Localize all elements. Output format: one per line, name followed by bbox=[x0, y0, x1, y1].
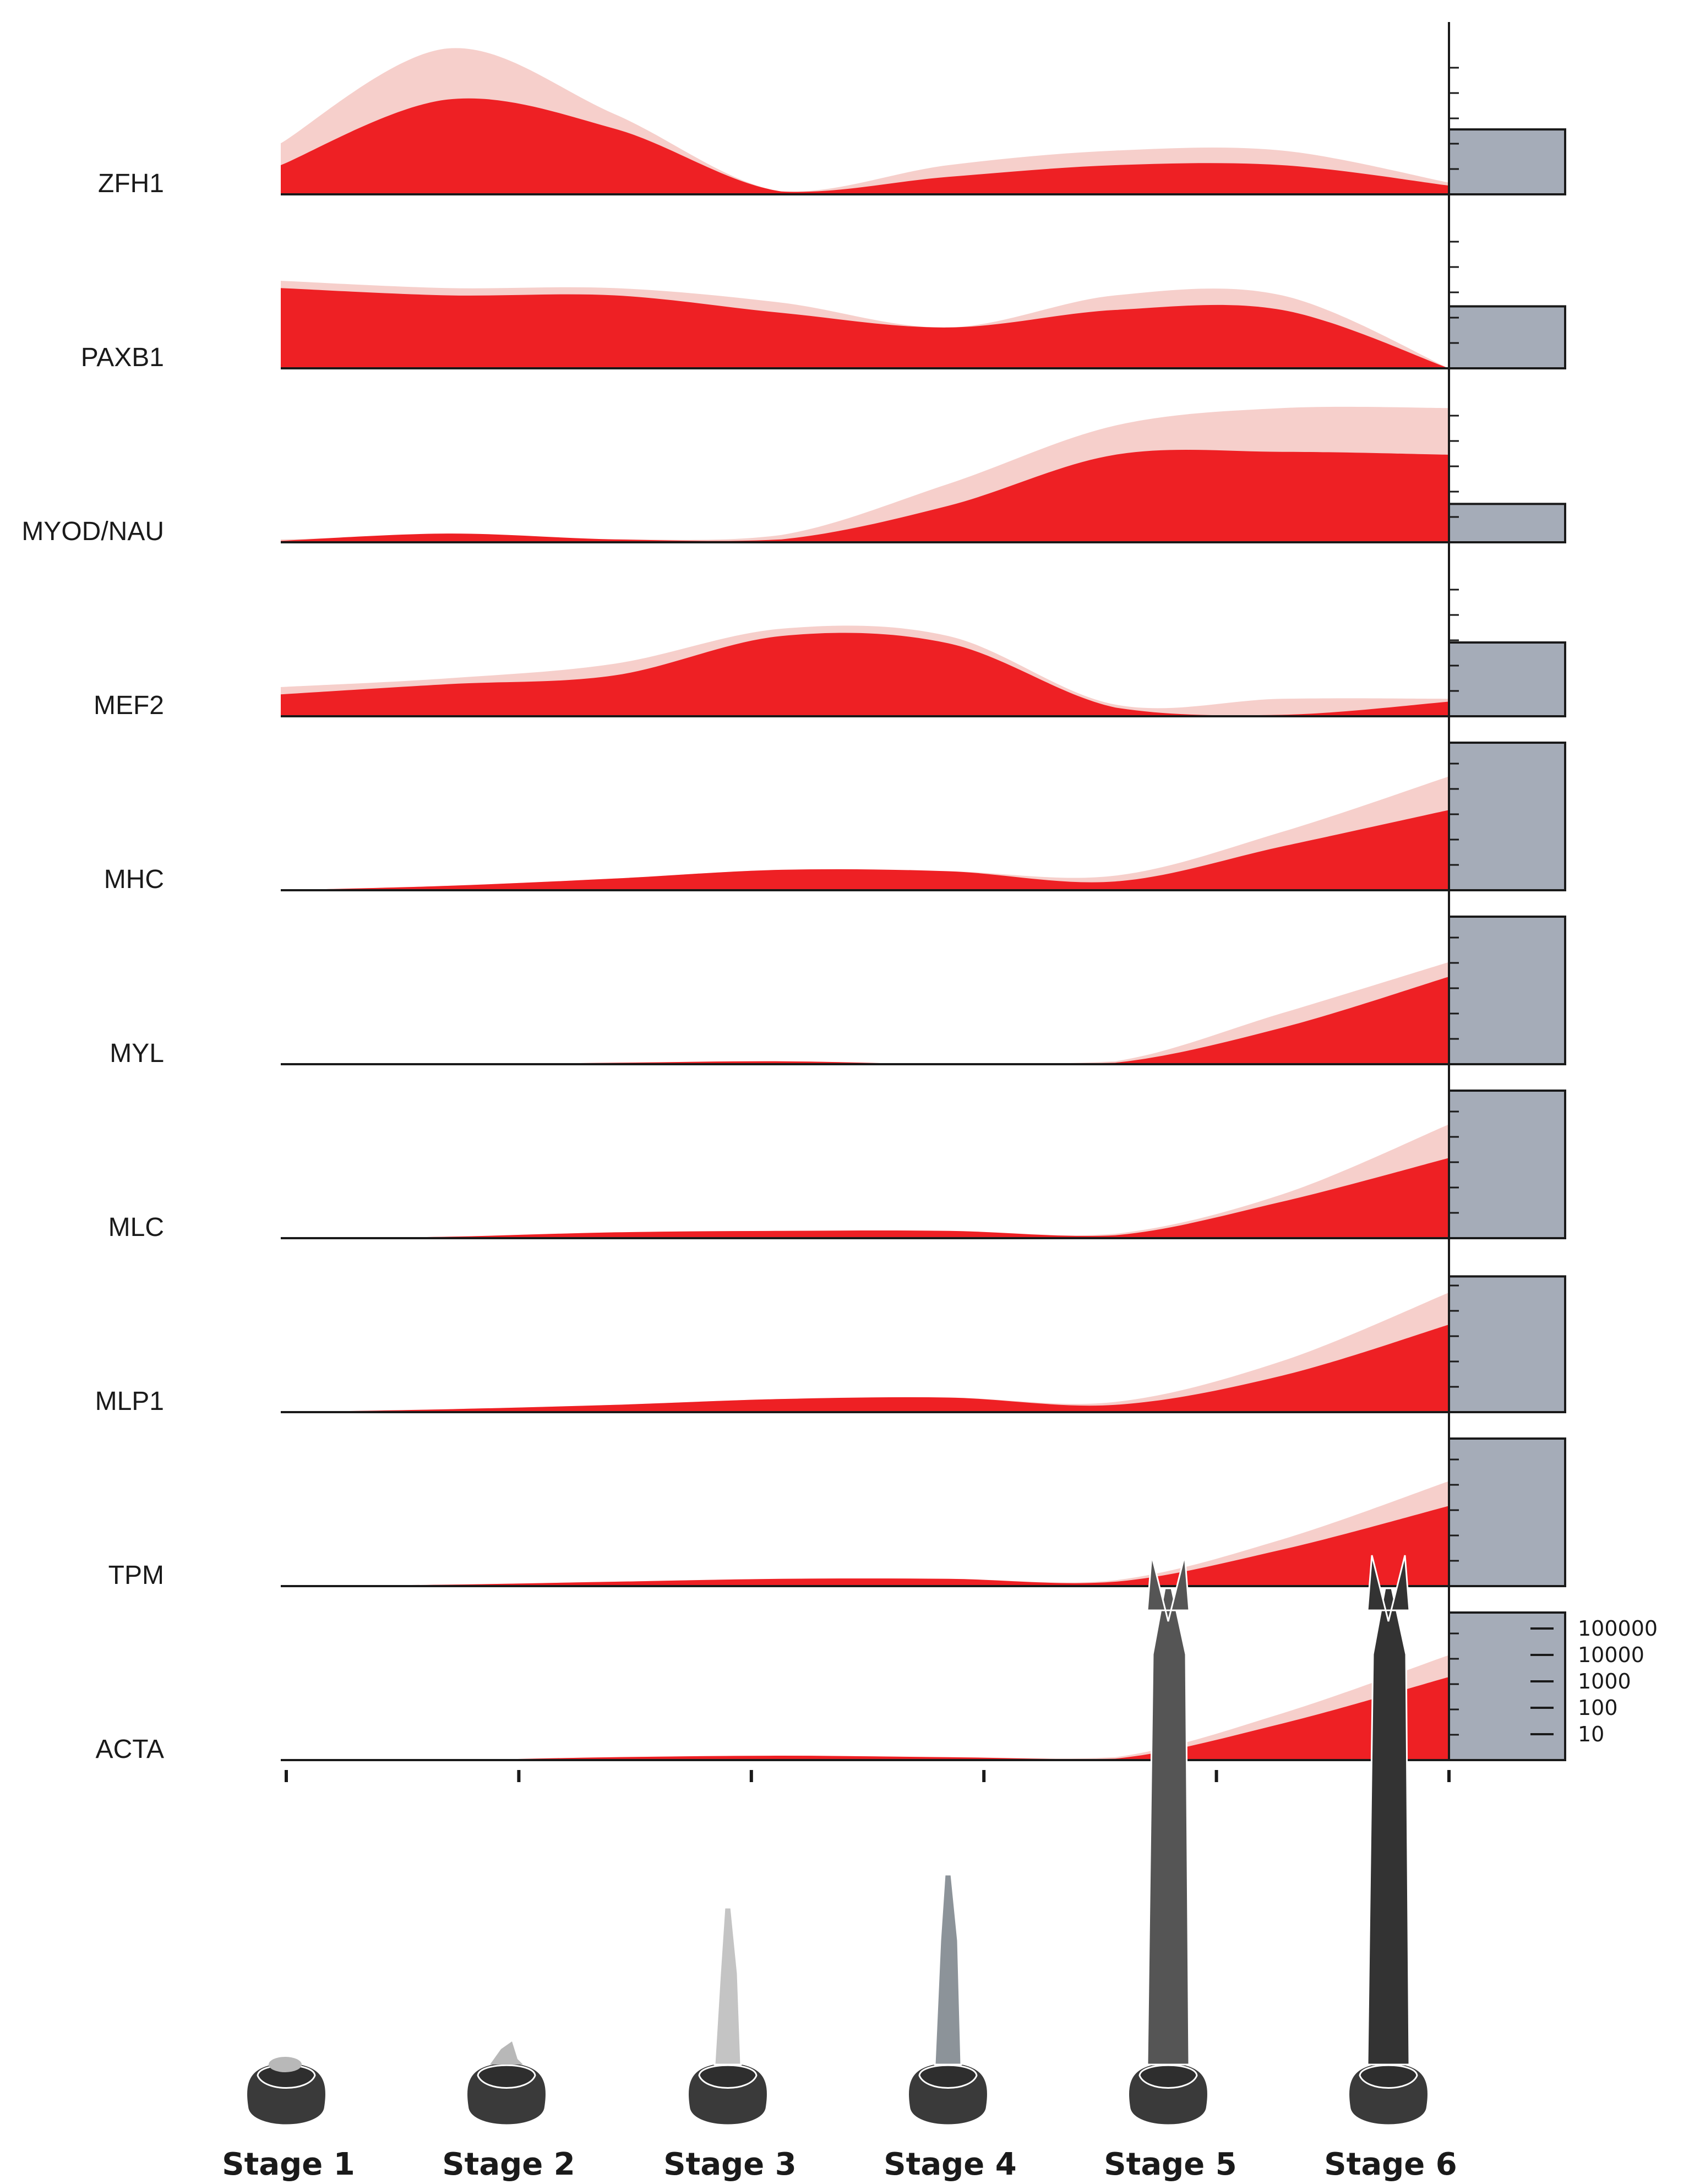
gene-row: MLP1 bbox=[95, 1275, 1566, 1416]
chart-axes bbox=[285, 22, 1451, 1782]
stage-label: Stage 1 bbox=[222, 2147, 355, 2182]
scale-label: 100 bbox=[1578, 1696, 1618, 1720]
gene-row: MEF2 bbox=[94, 589, 1566, 720]
gene-row: MLC bbox=[108, 1090, 1566, 1242]
gene-label: ACTA bbox=[96, 1735, 164, 1764]
gene-row: ACTA bbox=[96, 1611, 1566, 1764]
gene-label: MHC bbox=[104, 865, 164, 894]
limb-bud bbox=[269, 2057, 302, 2072]
limb-shaft bbox=[1366, 1587, 1410, 2066]
gene-row: ZFH1 bbox=[98, 48, 1566, 198]
limb-segment bbox=[477, 2064, 536, 2089]
gene-row: PAXB1 bbox=[81, 241, 1566, 372]
gene-label: MLC bbox=[108, 1213, 164, 1242]
stage-label: Stage 5 bbox=[1104, 2147, 1236, 2182]
stage-illustration: Stage 5 bbox=[1104, 1555, 1237, 2182]
limb-segment bbox=[698, 2064, 758, 2089]
stage-label: Stage 2 bbox=[442, 2147, 575, 2182]
expression-bar bbox=[1448, 503, 1566, 544]
expression-area-dark bbox=[281, 1325, 1449, 1412]
limb-segment bbox=[918, 2064, 978, 2089]
stage-illustration: Stage 1 bbox=[222, 2057, 355, 2182]
expression-area-dark bbox=[281, 977, 1449, 1064]
expression-bar bbox=[1448, 1437, 1566, 1587]
gene-label: MYOD/NAU bbox=[21, 517, 164, 546]
expression-area-dark bbox=[281, 810, 1449, 890]
gene-label: TPM bbox=[108, 1561, 164, 1590]
expression-bar bbox=[1448, 128, 1566, 195]
limb-shaft bbox=[934, 1873, 962, 2066]
gene-label: PAXB1 bbox=[81, 343, 164, 372]
expression-bar bbox=[1448, 742, 1566, 891]
expression-bar bbox=[1448, 916, 1566, 1065]
expression-bar bbox=[1448, 641, 1566, 717]
expression-area-dark bbox=[281, 450, 1449, 542]
scale-label: 1000 bbox=[1578, 1669, 1631, 1693]
expression-bar bbox=[1448, 305, 1566, 369]
stage-illustration: Stage 3 bbox=[663, 1907, 797, 2182]
expression-bar bbox=[1448, 1090, 1566, 1239]
gene-label: MLP1 bbox=[95, 1387, 164, 1416]
limb-claw bbox=[1366, 1555, 1410, 1622]
stage-label: Stage 6 bbox=[1324, 2147, 1457, 2182]
scale-label: 10 bbox=[1578, 1722, 1604, 1746]
stage-illustration: Stage 2 bbox=[442, 2041, 575, 2182]
gene-row: MYOD/NAU bbox=[21, 406, 1566, 546]
stage-illustration: Stage 4 bbox=[884, 1873, 1017, 2182]
gene-label: ZFH1 bbox=[98, 169, 164, 198]
expression-area-dark bbox=[281, 288, 1449, 368]
expression-area-dark bbox=[281, 1506, 1449, 1586]
limb-shaft bbox=[1146, 1587, 1190, 2066]
gene-row: MHC bbox=[104, 742, 1566, 894]
limb-bud bbox=[490, 2041, 523, 2065]
scale-label: 10000 bbox=[1578, 1643, 1644, 1667]
expression-bar bbox=[1448, 1275, 1566, 1413]
expression-bar bbox=[1448, 1611, 1566, 1761]
gene-label: MYL bbox=[110, 1039, 164, 1068]
stage-label: Stage 4 bbox=[884, 2147, 1016, 2182]
expression-area-dark bbox=[281, 1676, 1449, 1760]
gene-row: TPM bbox=[108, 1437, 1566, 1590]
scale-label: 100000 bbox=[1578, 1616, 1658, 1641]
stage-illustration: Stage 6 bbox=[1324, 1555, 1457, 2182]
expression-area-dark bbox=[281, 633, 1449, 716]
expression-area-dark bbox=[281, 1158, 1449, 1238]
expression-area-dark bbox=[281, 98, 1449, 194]
limb-shaft bbox=[713, 1907, 742, 2066]
limb-claw bbox=[1146, 1555, 1190, 1622]
stage-label: Stage 3 bbox=[663, 2147, 796, 2182]
stage-illustrations: Stage 1 Stage 2 Stage 3 Stage 4 Stage 5 Stage… bbox=[222, 1555, 1457, 2182]
limb-segment bbox=[1359, 2064, 1418, 2089]
gene-row: MYL bbox=[110, 916, 1566, 1068]
chart-rows: ZFH1 PAXB1 MYOD/NAU MEF2 MHC MYL MLC MLP1 TPM ACT… bbox=[21, 48, 1566, 1764]
limb-segment bbox=[1138, 2064, 1198, 2089]
gene-label: MEF2 bbox=[94, 691, 164, 720]
